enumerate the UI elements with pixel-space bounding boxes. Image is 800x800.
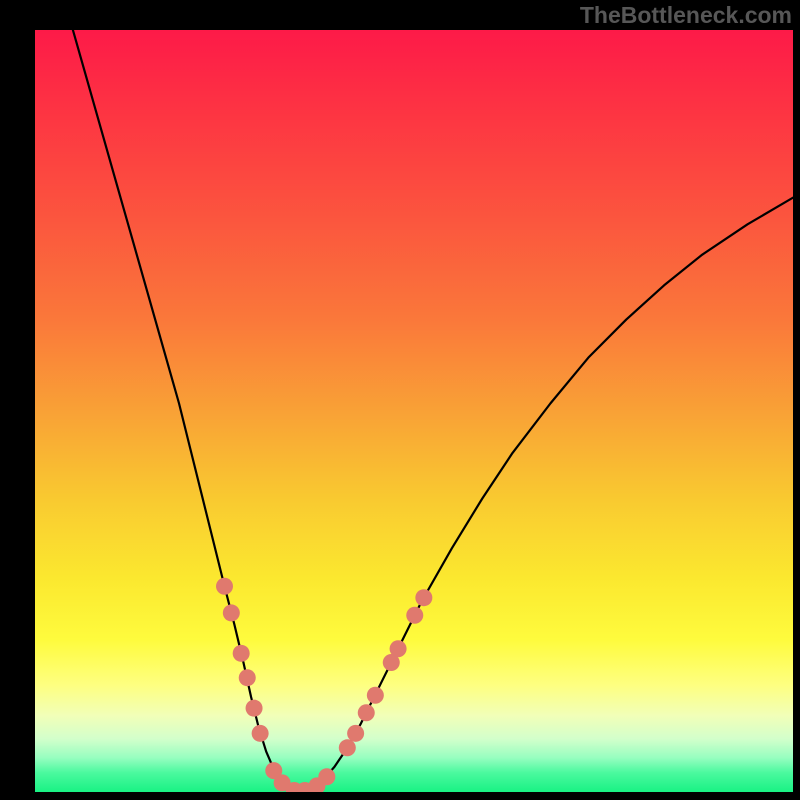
chart-overlay (35, 30, 793, 792)
data-point (246, 700, 263, 717)
data-point (318, 768, 335, 785)
data-point (216, 578, 233, 595)
data-point (339, 739, 356, 756)
watermark-text: TheBottleneck.com (580, 2, 792, 29)
data-point (415, 589, 432, 606)
plot-area (35, 30, 793, 792)
data-point (239, 669, 256, 686)
chart-canvas: TheBottleneck.com (0, 0, 800, 800)
data-point (347, 725, 364, 742)
data-point (390, 640, 407, 657)
data-point (252, 725, 269, 742)
data-point (223, 604, 240, 621)
bottleneck-curve (73, 30, 793, 791)
data-point (233, 645, 250, 662)
data-point (406, 607, 423, 624)
data-point (358, 704, 375, 721)
data-markers (216, 578, 432, 792)
data-point (367, 687, 384, 704)
